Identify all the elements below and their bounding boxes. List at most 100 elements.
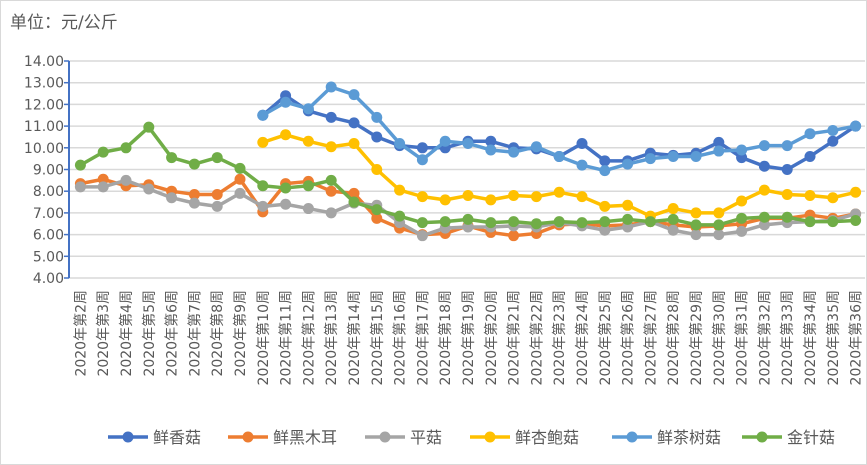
data-point bbox=[576, 159, 588, 171]
data-point bbox=[622, 158, 634, 170]
data-point bbox=[302, 203, 314, 215]
data-point bbox=[850, 214, 862, 226]
data-point bbox=[850, 120, 862, 132]
data-point bbox=[302, 103, 314, 115]
legend: 鲜香菇 鲜黑木耳 平菇 鲜杏鲍菇 鲜茶树菇 金针菇 bbox=[108, 428, 835, 447]
data-point bbox=[713, 207, 725, 219]
data-point bbox=[667, 150, 679, 162]
x-tick-label: 2020年第21周 bbox=[506, 290, 523, 385]
data-point bbox=[781, 211, 793, 223]
data-point bbox=[371, 131, 383, 143]
data-point bbox=[622, 221, 634, 233]
y-tick-label: 8.00 bbox=[33, 184, 64, 200]
data-point bbox=[439, 194, 451, 206]
data-point bbox=[188, 158, 200, 170]
data-point bbox=[599, 200, 611, 212]
data-point bbox=[485, 144, 497, 156]
data-point bbox=[850, 186, 862, 198]
legend-marker bbox=[484, 431, 496, 443]
legend-item: 鲜茶树菇 bbox=[612, 428, 721, 447]
x-tick-label: 2020年第19周 bbox=[460, 290, 477, 385]
series-鲜香菇 bbox=[257, 90, 862, 175]
legend-label: 平菇 bbox=[410, 428, 442, 447]
y-tick-label: 13.00 bbox=[24, 76, 64, 92]
data-point bbox=[485, 135, 497, 147]
data-point bbox=[736, 152, 748, 164]
data-point bbox=[690, 150, 702, 162]
data-point bbox=[211, 188, 223, 200]
data-point bbox=[804, 128, 816, 140]
data-point bbox=[576, 191, 588, 203]
data-point bbox=[302, 135, 314, 147]
data-point bbox=[713, 136, 725, 148]
x-tick-label: 2020年第36周 bbox=[848, 290, 865, 385]
data-point bbox=[416, 191, 428, 203]
data-point bbox=[508, 190, 520, 202]
y-tick-label: 9.00 bbox=[33, 163, 64, 179]
data-point bbox=[325, 174, 337, 186]
series-鲜杏鲍菇 bbox=[257, 129, 862, 222]
x-axis: 2020年第2周 2020年第3周 2020年第4周 2020年第5周 2020年第6周… bbox=[72, 290, 864, 385]
data-point bbox=[325, 207, 337, 219]
data-point bbox=[508, 146, 520, 158]
data-point bbox=[622, 213, 634, 225]
data-point bbox=[781, 140, 793, 152]
data-point bbox=[462, 213, 474, 225]
data-point bbox=[371, 111, 383, 123]
data-point bbox=[690, 229, 702, 241]
series-平菇 bbox=[74, 174, 862, 242]
data-point bbox=[576, 137, 588, 149]
data-point bbox=[234, 173, 246, 185]
legend-item: 鲜黑木耳 bbox=[228, 428, 337, 447]
data-point bbox=[804, 190, 816, 202]
x-tick-label: 2020年第24周 bbox=[574, 290, 591, 385]
data-point bbox=[371, 212, 383, 224]
x-tick-label: 2020年第30周 bbox=[711, 290, 728, 385]
data-point bbox=[74, 181, 86, 193]
data-point bbox=[371, 164, 383, 175]
data-point bbox=[599, 224, 611, 236]
data-point bbox=[257, 180, 269, 192]
data-point bbox=[827, 135, 839, 147]
data-point bbox=[439, 135, 451, 147]
data-point bbox=[97, 146, 109, 158]
data-point bbox=[690, 207, 702, 219]
data-point bbox=[508, 216, 520, 228]
data-point bbox=[325, 81, 337, 93]
data-point bbox=[280, 182, 292, 194]
data-point bbox=[348, 196, 360, 208]
x-tick-label: 2020年第33周 bbox=[779, 290, 796, 385]
data-point bbox=[97, 181, 109, 193]
x-tick-label: 2020年第34周 bbox=[802, 290, 819, 385]
x-tick-label: 2020年第31周 bbox=[734, 290, 751, 385]
data-point bbox=[485, 217, 497, 229]
data-point bbox=[416, 230, 428, 242]
data-point bbox=[416, 142, 428, 154]
data-point bbox=[74, 159, 86, 171]
data-point bbox=[758, 160, 770, 172]
data-point bbox=[416, 217, 428, 229]
series-鲜茶树菇 bbox=[257, 81, 862, 177]
legend-label: 鲜黑木耳 bbox=[273, 428, 337, 447]
data-point bbox=[667, 203, 679, 215]
data-point bbox=[667, 224, 679, 236]
data-point bbox=[576, 217, 588, 229]
data-point bbox=[325, 141, 337, 153]
x-tick-label: 2020年第28周 bbox=[665, 290, 682, 385]
data-point bbox=[234, 187, 246, 199]
data-point bbox=[599, 216, 611, 228]
data-point bbox=[485, 194, 497, 206]
x-tick-label: 2020年第29周 bbox=[688, 290, 705, 385]
data-point bbox=[553, 150, 565, 162]
x-tick-label: 2020年第4周 bbox=[118, 290, 135, 377]
x-tick-label: 2020年第6周 bbox=[164, 290, 181, 377]
data-point bbox=[530, 218, 542, 230]
legend-item: 鲜香菇 bbox=[108, 428, 201, 447]
y-axis: 4.00 5.00 6.00 7.00 8.00 9.00 10.00 11.00 12.00 1… bbox=[24, 54, 70, 287]
legend-label: 鲜香菇 bbox=[153, 428, 201, 447]
y-tick-label: 7.00 bbox=[33, 206, 64, 222]
data-point bbox=[690, 219, 702, 231]
legend-item: 平菇 bbox=[365, 428, 442, 447]
x-tick-label: 2020年第9周 bbox=[232, 290, 249, 377]
